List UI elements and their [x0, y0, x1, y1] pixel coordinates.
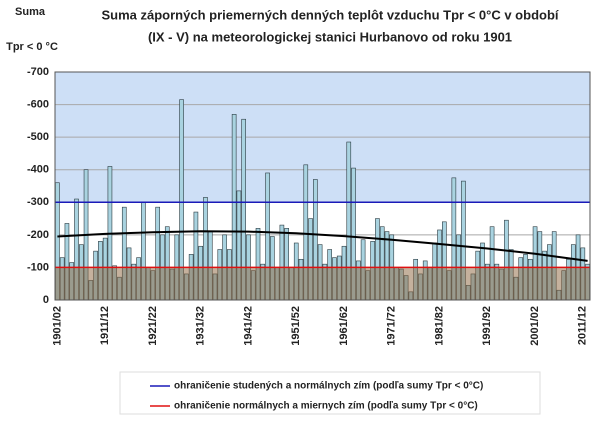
plot-frame: [54, 71, 591, 301]
x-tick-label: 1941/42: [242, 306, 254, 346]
chart-title: (IX - V) na meteorologickej stanici Hurb…: [148, 29, 512, 44]
mild-zone: [55, 267, 590, 300]
y-tick-label: -300: [27, 196, 49, 208]
y-tick-label: -400: [27, 164, 49, 176]
x-tick-label: 1971/72: [386, 306, 398, 346]
x-tick-label: 1991/92: [481, 306, 493, 346]
y-tick-label: -100: [27, 261, 49, 273]
x-tick-label: 1921/22: [147, 306, 159, 346]
y-axis-label: Suma: [15, 6, 46, 18]
y-axis-label: Tpr < 0 °C: [6, 41, 58, 53]
x-tick-label: 1981/82: [433, 306, 445, 346]
chart-title: Suma záporných priemerných denných teplô…: [101, 7, 558, 22]
y-tick-label: -600: [27, 98, 49, 110]
y-tick-label: -500: [27, 131, 49, 143]
trend-line: [57, 230, 588, 262]
x-tick-label: 2001/02: [529, 306, 541, 346]
legend-label: ohraničenie normálnych a miernych zím (p…: [174, 401, 478, 412]
x-tick-label: 1931/32: [195, 306, 207, 346]
y-tick-label: -200: [27, 229, 49, 241]
y-tick-label: 0: [43, 294, 49, 306]
x-tick-label: 1911/12: [99, 306, 111, 345]
legend-label: ohraničenie studených a normálnych zím (…: [174, 381, 483, 392]
x-tick-label: 1901/02: [51, 306, 63, 346]
x-tick-label: 1951/52: [290, 306, 302, 346]
legend-frame: [119, 371, 541, 415]
y-tick-label: -700: [27, 66, 49, 78]
x-tick-label: 1961/62: [338, 306, 350, 346]
x-tick-label: 2011/12: [577, 306, 589, 345]
